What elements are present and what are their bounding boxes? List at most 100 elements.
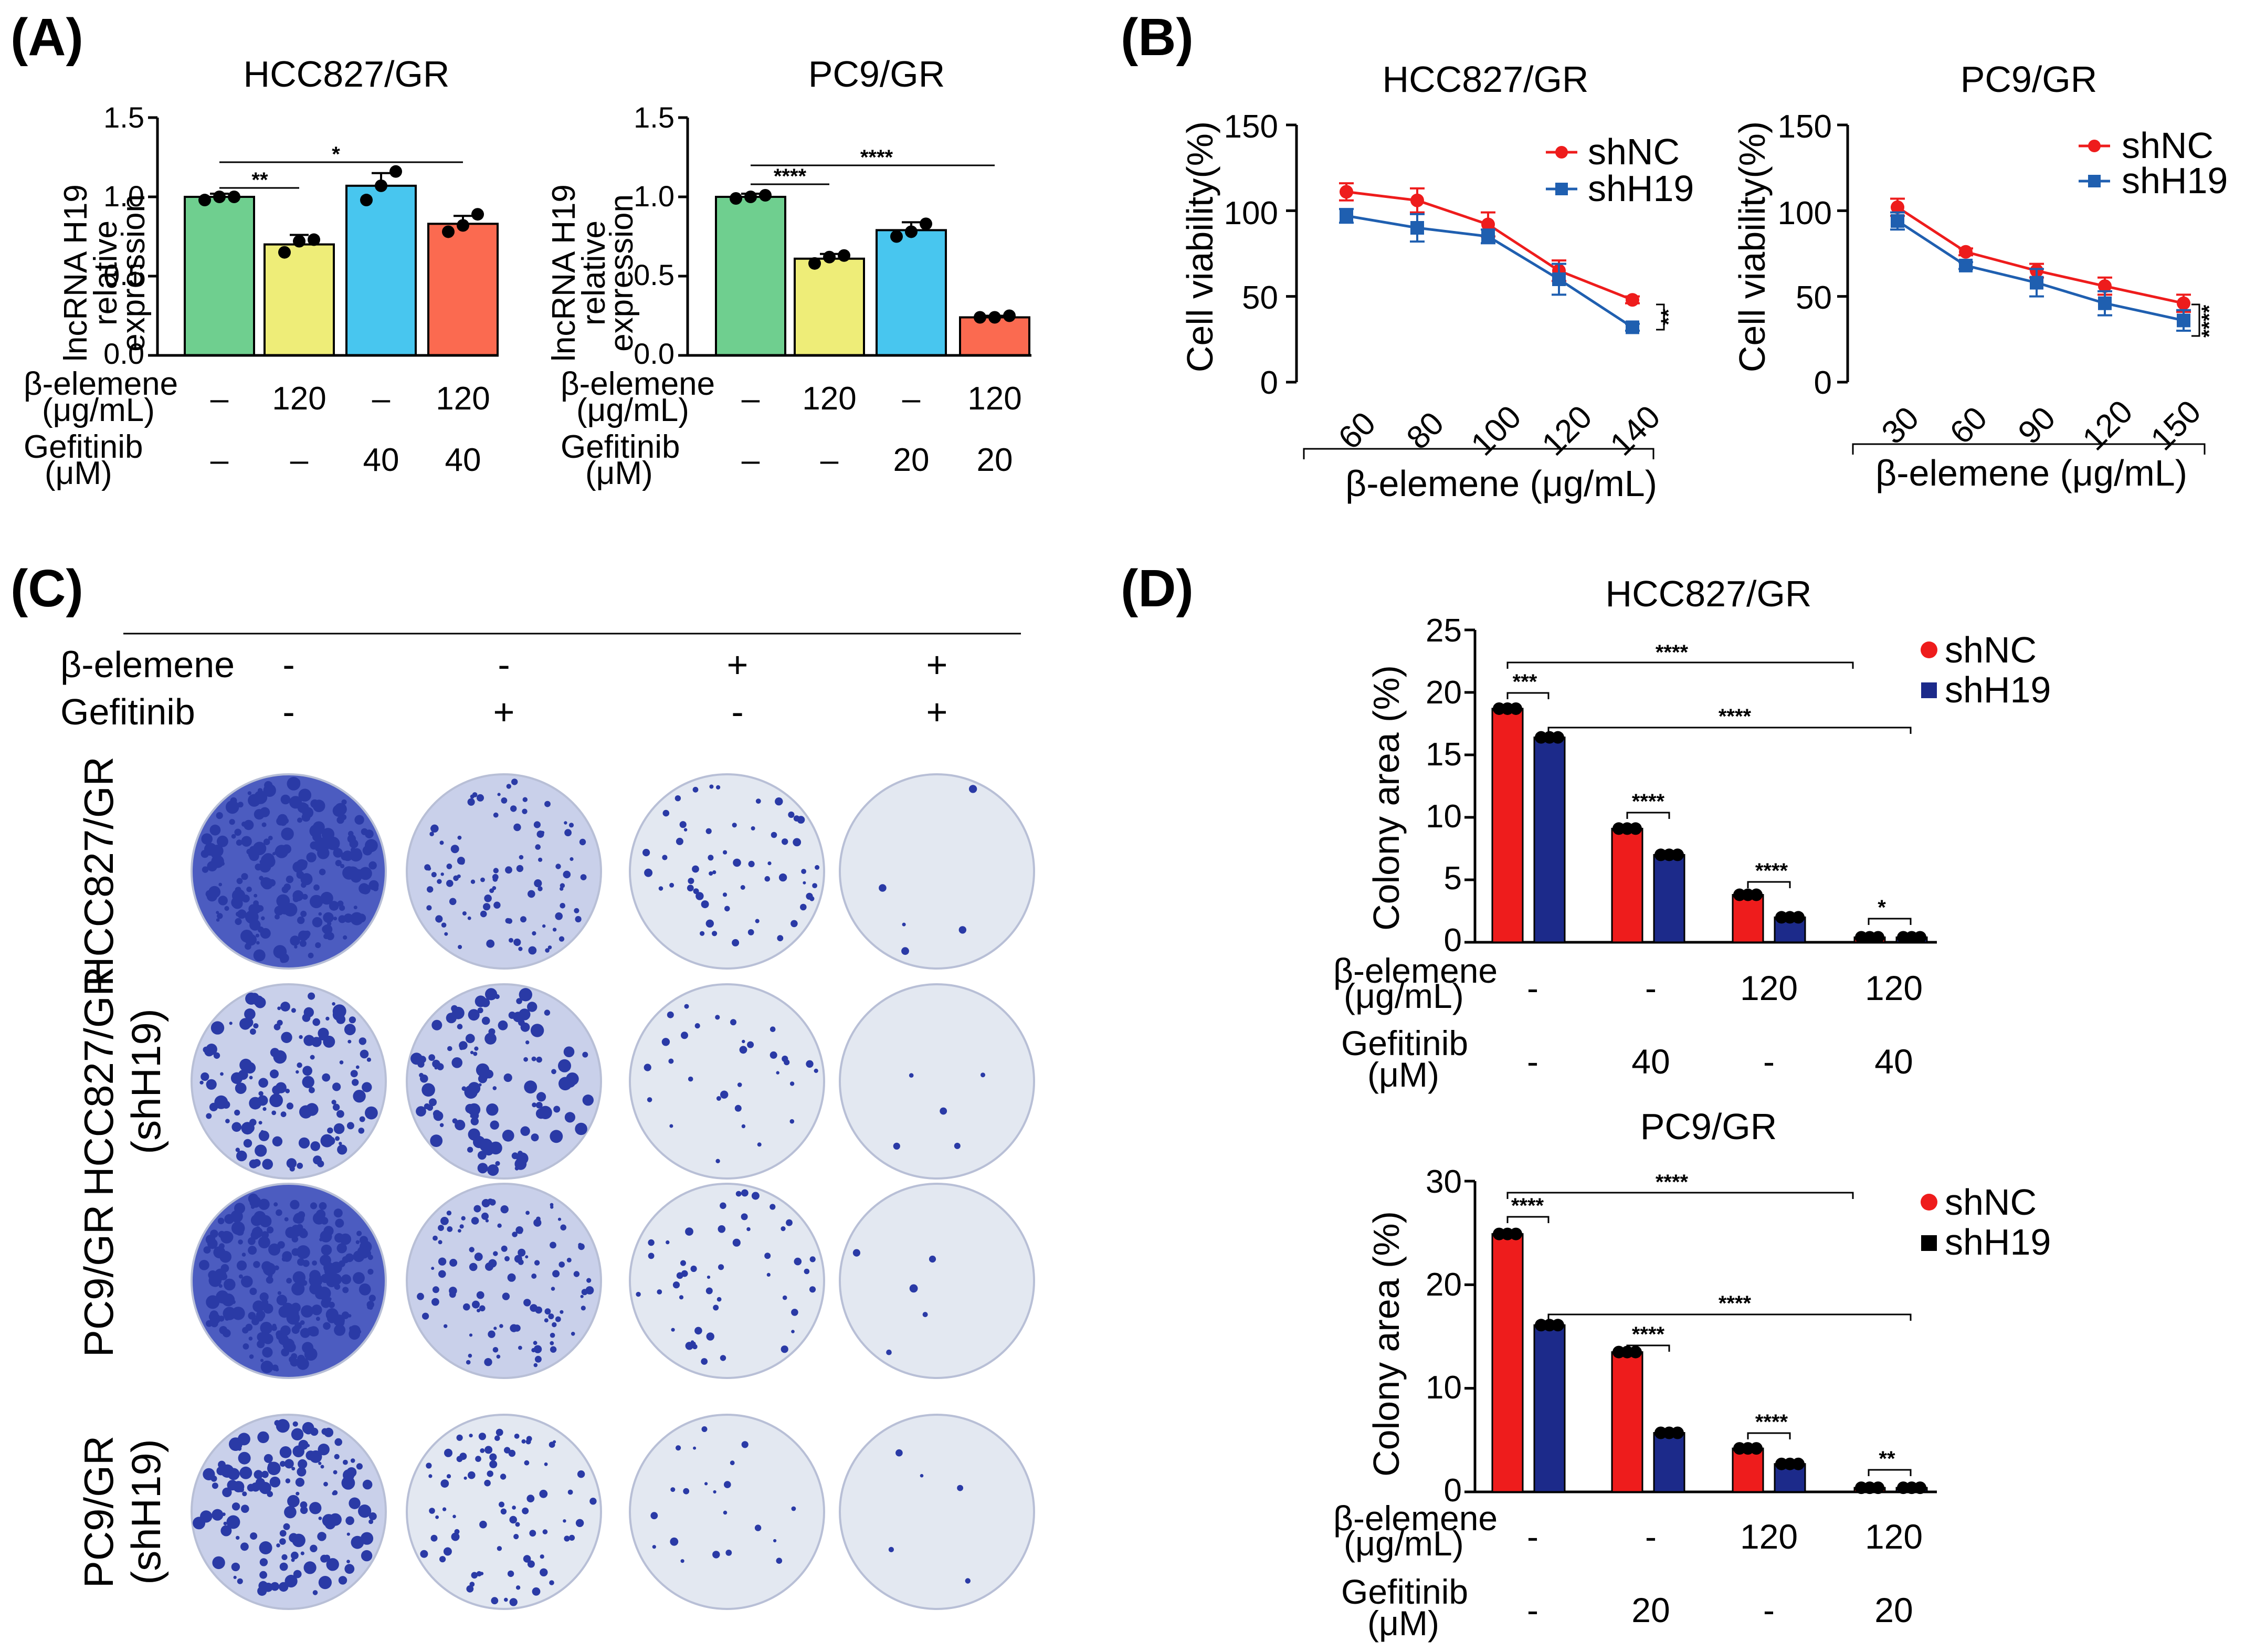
- colony-dot: [435, 1515, 439, 1519]
- colony-dot: [553, 1106, 561, 1113]
- colony-dot: [252, 841, 267, 856]
- colony-dot: [346, 1122, 354, 1130]
- colony-dot: [289, 1356, 296, 1363]
- colony-dot: [297, 916, 305, 924]
- colony-dot: [446, 1211, 452, 1216]
- colony-dot: [218, 1316, 225, 1322]
- colony-dot: [275, 1082, 287, 1093]
- colony-dot: [220, 1273, 228, 1280]
- colony-dot: [360, 884, 371, 895]
- colony-dot: [791, 1330, 795, 1333]
- d2-row2-unit: (μM): [1367, 1604, 1439, 1643]
- colony-dot: [277, 814, 288, 825]
- colony-dot: [430, 824, 439, 833]
- colony-dot: [484, 1446, 493, 1454]
- colony-dot: [229, 1022, 233, 1025]
- a2-yticks: 1.5 1.0 0.5 0.0: [634, 101, 674, 370]
- colony-dot: [340, 1233, 351, 1245]
- colony-dot: [492, 1347, 499, 1353]
- b1-sig-label: **: [1657, 309, 1680, 325]
- colony-dot: [902, 922, 906, 927]
- colony-dot: [715, 1159, 720, 1163]
- b2-ytick: 0: [1814, 365, 1832, 401]
- a-data-point: [890, 230, 903, 243]
- colony-dot: [469, 1333, 473, 1337]
- colony-dot: [489, 888, 494, 893]
- d1-sig-label: *: [1878, 896, 1886, 919]
- colony-dot: [701, 1358, 708, 1365]
- colony-dot: [502, 1292, 510, 1300]
- a1-row2-value: 40: [363, 442, 399, 478]
- colony-dot: [469, 1434, 473, 1438]
- d2-ytick: 30: [1426, 1164, 1462, 1200]
- colony-dot: [318, 912, 322, 916]
- b-point-shnc: [1626, 293, 1639, 307]
- colony-dot: [242, 1327, 249, 1334]
- colony-dot: [751, 826, 755, 830]
- colony-dot: [476, 1291, 484, 1299]
- colony-dot: [679, 1295, 684, 1300]
- colony-dot: [241, 836, 252, 847]
- colony-dot: [533, 1341, 537, 1345]
- colony-dot: [724, 1481, 731, 1488]
- colony-dot: [225, 800, 239, 814]
- colony-dot: [247, 791, 252, 795]
- colony-dot: [504, 1447, 511, 1454]
- colony-dot: [467, 916, 471, 920]
- colony-dot: [484, 1033, 497, 1045]
- colony-dot: [499, 1324, 503, 1328]
- a1-ytick: 0.5: [103, 258, 144, 291]
- d-data-point: [1750, 888, 1763, 901]
- colony-dot: [254, 1470, 263, 1479]
- colony-dot: [431, 1019, 442, 1030]
- colony-dot: [513, 1324, 521, 1332]
- colony-dot: [315, 1317, 320, 1321]
- colony-dot: [512, 1506, 516, 1510]
- colony-dot: [549, 1441, 555, 1448]
- colony-dot: [273, 1202, 278, 1207]
- colony-dot: [564, 1077, 576, 1088]
- colony-dot: [286, 1344, 294, 1352]
- colony-dot: [657, 1289, 662, 1295]
- colony-dot: [662, 855, 668, 860]
- colony-dot: [218, 1460, 226, 1469]
- b2-ytick: 150: [1778, 109, 1832, 145]
- colony-dot: [301, 882, 307, 888]
- b2-xtick: 150: [2144, 394, 2208, 458]
- colony-dot: [236, 839, 243, 846]
- colony-dot: [544, 1009, 551, 1016]
- colony-dot: [283, 883, 291, 891]
- colony-dot: [436, 1063, 444, 1070]
- colony-dot: [456, 1061, 462, 1067]
- colony-dot: [707, 1275, 711, 1279]
- a-bar: [876, 229, 947, 357]
- colony-dot: [459, 1041, 468, 1050]
- d-sig-bracket: [1506, 661, 1854, 669]
- colony-dot: [312, 1590, 318, 1595]
- c-row2-value: +: [493, 691, 515, 732]
- colony-dot: [253, 949, 266, 962]
- colony-dot: [262, 853, 275, 866]
- colony-dot: [470, 1050, 474, 1055]
- colony-dot: [276, 1419, 290, 1433]
- colony-dot: [582, 1095, 594, 1106]
- a2-ylabel-1: lncRNA H19: [546, 184, 582, 362]
- colony-dot: [349, 1016, 356, 1024]
- colony-dot: [922, 1312, 928, 1318]
- colony-dot: [532, 931, 536, 936]
- colony-dot: [535, 1102, 543, 1109]
- colony-dot: [275, 1367, 279, 1372]
- a1-ytick: 0.0: [103, 337, 144, 370]
- b2-xtick: 120: [2076, 394, 2140, 458]
- colony-dot: [279, 1562, 288, 1571]
- colony-dot: [295, 1478, 305, 1487]
- a2-ylabel-2: relative: [576, 220, 612, 325]
- colony-dot: [781, 1345, 788, 1353]
- colony-dot: [322, 1073, 331, 1082]
- colony-dot: [541, 830, 545, 835]
- colony-dot: [671, 1328, 675, 1332]
- colony-dot: [741, 1213, 748, 1220]
- panel-letter-b: (B): [1121, 8, 1194, 67]
- colony-dot: [531, 1056, 536, 1061]
- colony-dot: [511, 778, 518, 785]
